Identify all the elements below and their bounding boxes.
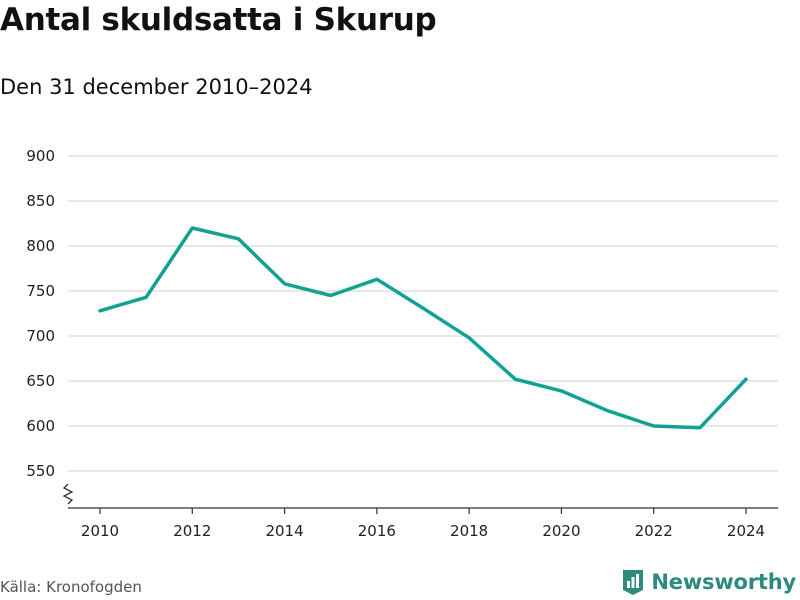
x-tick-label: 2012 <box>173 522 211 540</box>
source-note: Källa: Kronofogden <box>0 578 142 596</box>
axis-break-icon <box>62 483 74 505</box>
chart-title: Antal skuldsatta i Skurup <box>0 2 437 38</box>
x-tick-label: 2016 <box>358 522 396 540</box>
x-axis <box>62 483 778 514</box>
y-tick-label: 550 <box>26 462 55 480</box>
y-tick-label: 900 <box>26 147 55 165</box>
data-point-2021 <box>606 409 610 413</box>
y-tick-label: 600 <box>26 417 55 435</box>
series-line <box>98 226 748 430</box>
data-point-2022 <box>652 424 656 428</box>
x-tick-label: 2014 <box>265 522 303 540</box>
y-axis-tick-labels: 900 850 800 750 700 650 600 550 <box>26 147 55 480</box>
data-point-2020 <box>559 389 563 393</box>
brand-logo: Newsworthy <box>621 568 796 596</box>
y-tick-label: 700 <box>26 327 55 345</box>
y-tick-label: 650 <box>26 372 55 390</box>
data-point-2024 <box>744 377 748 381</box>
data-point-2013 <box>236 237 240 241</box>
chart-subtitle: Den 31 december 2010–2024 <box>0 75 313 99</box>
data-point-2015 <box>329 294 333 297</box>
x-tick-label: 2024 <box>727 522 765 540</box>
data-point-2016 <box>375 277 379 281</box>
x-axis-tick-labels: 2010 2012 2014 2016 2018 2020 2022 2024 <box>81 522 765 540</box>
y-tick-label: 800 <box>26 237 55 255</box>
x-tick-label: 2020 <box>542 522 580 540</box>
data-point-2018 <box>467 336 471 340</box>
x-tick-label: 2022 <box>635 522 673 540</box>
data-point-2019 <box>513 377 517 381</box>
y-tick-label: 850 <box>26 192 55 210</box>
brand-name: Newsworthy <box>651 570 796 594</box>
y-tick-label: 750 <box>26 282 55 300</box>
data-point-2023 <box>698 426 702 430</box>
gridlines <box>68 155 778 472</box>
x-tick-label: 2010 <box>81 522 119 540</box>
newsworthy-logo-icon <box>623 570 644 595</box>
data-point-2010 <box>98 309 102 313</box>
data-point-2012 <box>190 226 194 230</box>
data-point-2014 <box>283 282 287 286</box>
series <box>98 226 748 430</box>
x-tick-label: 2018 <box>450 522 488 540</box>
data-point-2017 <box>421 306 425 310</box>
data-point-2011 <box>144 295 148 299</box>
